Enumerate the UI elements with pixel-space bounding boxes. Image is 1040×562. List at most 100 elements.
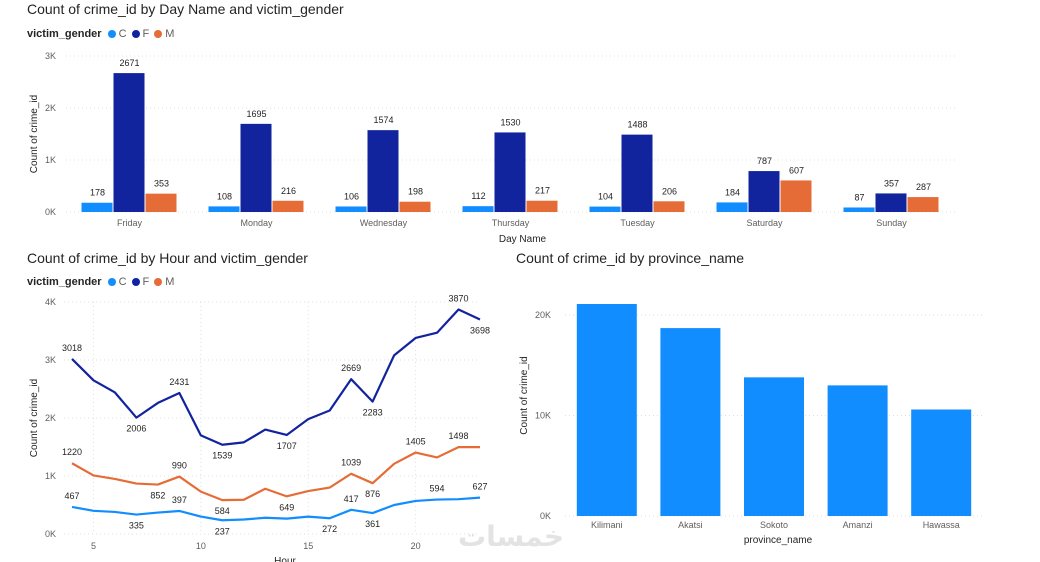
chart2-data-label: 627 (472, 482, 487, 492)
chart1-data-label: 87 (854, 192, 864, 202)
chart2-x-axis-label: Hour (274, 556, 296, 562)
chart1-data-label: 787 (757, 156, 772, 166)
chart1-bar-saturday-c (716, 202, 748, 212)
chart1-x-tick: Sunday (876, 218, 907, 228)
chart1-y-tick: 1K (45, 155, 56, 165)
chart3-bar-hawassa (911, 409, 972, 516)
chart2-y-tick: 2K (45, 413, 56, 423)
chart2-legend-label-f: F (142, 276, 150, 288)
chart2-legend-item-f[interactable]: F (131, 276, 150, 288)
legend-dot-f-icon (131, 278, 140, 286)
legend-dot-f-icon (131, 30, 140, 38)
chart3-y-axis-label: Count of crime_id (519, 356, 530, 434)
chart2-data-label: 2006 (126, 424, 146, 434)
chart2-y-tick: 4K (45, 297, 56, 307)
chart2-data-label: 237 (215, 526, 230, 536)
chart2-data-label: 3018 (62, 343, 82, 353)
chart1-bar-friday-f (113, 73, 145, 212)
chart1-bar-friday-c (81, 202, 113, 212)
legend-dot-c-icon (107, 278, 116, 286)
chart2-data-label: 467 (64, 491, 79, 501)
chart1-data-label: 198 (408, 187, 423, 197)
chart1-legend-item-m[interactable]: M (154, 28, 174, 40)
chart1-title: Count of crime_id by Day Name and victim… (27, 1, 344, 17)
chart1-bar-tuesday-m (653, 201, 685, 212)
chart1-y-tick: 2K (45, 103, 56, 113)
chart1-data-label: 1695 (246, 109, 266, 119)
chart2-title: Count of crime_id by Hour and victim_gen… (27, 250, 308, 266)
chart1-day-bar-chart[interactable]: 0K 1K 2K 3K Count of crime_id 178 2671 353 Frida… (0, 45, 1000, 250)
chart3-province-bar-chart[interactable]: 0K 10K 20K Count of crime_id Kilimani Akatsi S… (500, 290, 1000, 562)
chart2-data-label: 1498 (449, 431, 469, 441)
chart3-y-tick: 0K (540, 511, 551, 521)
chart1-bar-tuesday-c (589, 206, 621, 212)
chart1-data-label: 357 (884, 178, 899, 188)
chart3-bar-sokoto (744, 377, 804, 516)
chart2-data-label: 2431 (169, 377, 189, 387)
chart2-legend[interactable]: victim_gender C F M (27, 276, 179, 288)
chart1-legend-item-f[interactable]: F (131, 28, 150, 40)
chart1-x-axis-label: Day Name (499, 234, 547, 245)
chart1-data-label: 1488 (627, 120, 647, 130)
chart2-y-tick: 1K (45, 471, 56, 481)
chart2-data-label: 3870 (449, 294, 469, 304)
chart2-hour-line-chart[interactable]: 0K 1K 2K 3K 4K 5 10 15 20 Count of crime_id Hour 30… (0, 290, 500, 562)
chart2-data-label: 417 (344, 494, 359, 504)
chart1-bar-wednesday-f (367, 130, 399, 212)
chart1-bar-saturday-m (780, 180, 812, 212)
chart2-y-tick: 0K (45, 529, 56, 539)
legend-dot-m-icon (154, 278, 163, 286)
chart2-data-label: 852 (150, 491, 165, 501)
chart2-data-label: 649 (279, 502, 294, 512)
chart1-bar-wednesday-m (399, 201, 431, 212)
chart1-legend[interactable]: victim_gender C F M (27, 28, 179, 40)
chart1-x-tick: Friday (117, 218, 143, 228)
chart1-bar-sunday-m (907, 197, 939, 212)
chart1-bar-thursday-m (526, 200, 558, 212)
chart1-bar-monday-f (240, 123, 272, 212)
chart2-data-label: 1539 (212, 451, 232, 461)
chart2-data-label: 3698 (470, 326, 490, 336)
chart2-x-tick: 10 (196, 541, 206, 551)
chart1-x-tick: Tuesday (620, 218, 655, 228)
chart2-x-tick: 5 (91, 541, 96, 551)
chart2-line-f (71, 308, 481, 446)
chart3-bar-amanzi (827, 385, 888, 516)
chart3-x-axis-label: province_name (744, 535, 813, 546)
chart1-legend-item-c[interactable]: C (107, 28, 127, 40)
chart1-data-label: 178 (90, 188, 105, 198)
chart1-legend-label-f: F (142, 28, 150, 40)
legend-dot-c-icon (107, 30, 116, 38)
chart1-data-label: 217 (535, 186, 550, 196)
chart3-bar-akatsi (660, 328, 721, 516)
chart2-legend-label-m: M (165, 276, 175, 288)
chart1-bar-friday-m (145, 193, 177, 212)
chart3-x-tick: Kilimani (591, 520, 623, 530)
chart1-bar-thursday-c (462, 206, 494, 212)
chart3-bar-kilimani (576, 303, 637, 516)
chart3-y-tick: 20K (535, 310, 551, 320)
chart1-legend-label-m: M (165, 28, 175, 40)
chart1-legend-label-c: C (118, 28, 127, 40)
chart1-data-label: 216 (281, 186, 296, 196)
chart2-legend-item-m[interactable]: M (154, 276, 174, 288)
legend-dot-m-icon (154, 30, 163, 38)
chart1-bar-tuesday-f (621, 134, 653, 212)
chart1-data-label: 206 (662, 186, 677, 196)
chart1-bar-sunday-c (843, 207, 875, 212)
chart1-x-tick: Saturday (746, 218, 783, 228)
chart1-data-label: 2671 (119, 58, 139, 68)
chart2-legend-item-c[interactable]: C (107, 276, 127, 288)
chart1-y-axis-label: Count of crime_id (29, 95, 40, 173)
chart2-data-label: 397 (172, 495, 187, 505)
chart2-x-tick: 15 (303, 541, 313, 551)
chart2-data-label: 584 (215, 506, 230, 516)
chart1-x-tick: Monday (240, 218, 273, 228)
chart1-bar-monday-c (208, 206, 240, 212)
chart2-y-axis-label: Count of crime_id (29, 379, 40, 457)
chart1-data-label: 106 (344, 191, 359, 201)
chart2-data-label: 2669 (341, 363, 361, 373)
chart2-data-label: 2283 (363, 408, 383, 418)
chart1-data-label: 353 (154, 179, 169, 189)
chart3-x-tick: Hawassa (923, 520, 960, 530)
